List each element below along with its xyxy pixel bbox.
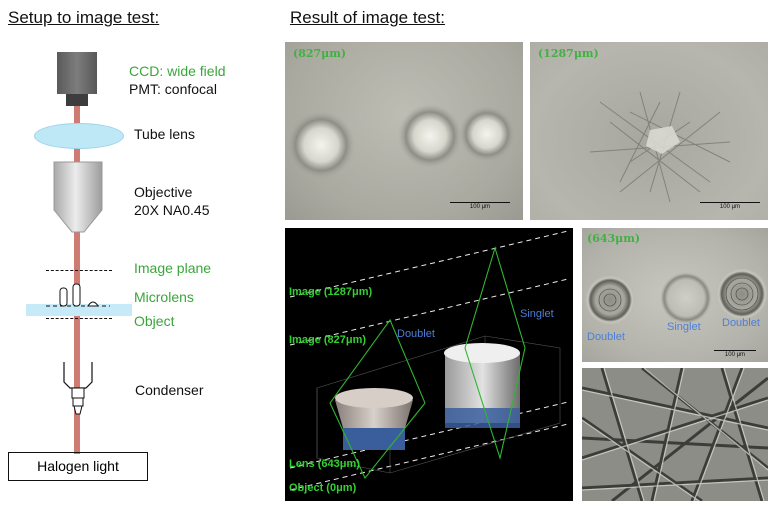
scale-bar-827-label: 100 μm (469, 204, 491, 210)
plot-3d: Image (1287μm) Image (827μm) Lens (643μm… (285, 228, 573, 501)
objective-label: Objective (134, 184, 193, 200)
object-line (46, 318, 112, 319)
ccd-camera-icon (57, 52, 97, 107)
scale-bar-643-label: 100 μm (724, 352, 746, 358)
pmt-label: PMT: confocal (129, 81, 217, 97)
scale-bar-827: 100 μm (450, 202, 510, 210)
ccd-label: CCD: wide field (129, 63, 226, 79)
tag-1287: (1287μm) (538, 47, 599, 60)
scale-bar-1287-label: 100 μm (719, 204, 741, 210)
objective-spec: 20X NA0.45 (134, 202, 210, 218)
tube-lens-label: Tube lens (134, 126, 195, 142)
plot-label-lens-643: Lens (643μm) (289, 458, 360, 470)
scale-bar-1287: 100 μm (700, 202, 760, 210)
plot-label-singlet: Singlet (520, 308, 554, 320)
objective-icon (53, 161, 103, 233)
result-title: Result of image test: (290, 8, 445, 27)
plot-label-doublet: Doublet (397, 328, 435, 340)
plot-label-object-0: Object (0μm) (289, 482, 357, 494)
tag-827: (827μm) (293, 47, 347, 60)
microlens-label: Microlens (134, 289, 194, 305)
condenser-label: Condenser (135, 382, 204, 398)
photo-643-label-singlet: Singlet (667, 321, 701, 333)
plot-label-image-827: Image (827μm) (289, 334, 367, 346)
halogen-light-box: Halogen light (8, 452, 148, 481)
microlens-icon (46, 283, 110, 307)
setup-title: Setup to image test: (8, 8, 160, 27)
photo-1287: (1287μm) 100 μm (530, 42, 768, 220)
tag-643: (643μm) (587, 232, 641, 245)
optical-beam (74, 104, 80, 454)
photo-643-label-doublet-right: Doublet (722, 317, 760, 329)
condenser-icon (63, 362, 93, 415)
plot-label-image-1287: Image (1287μm) (289, 286, 373, 298)
scale-bar-643: 100 μm (714, 350, 756, 358)
image-plane-line (46, 270, 112, 271)
photo-643: (643μm) Doublet Singlet Doublet 100 μm (582, 228, 768, 362)
object-label: Object (134, 313, 175, 329)
photo-827: (827μm) 100 μm (285, 42, 523, 220)
photo-643-label-doublet-left: Doublet (587, 331, 625, 343)
photo-fibers (582, 368, 768, 501)
tube-lens-icon (34, 123, 124, 149)
image-plane-label: Image plane (134, 260, 212, 276)
object-slide (26, 304, 132, 316)
